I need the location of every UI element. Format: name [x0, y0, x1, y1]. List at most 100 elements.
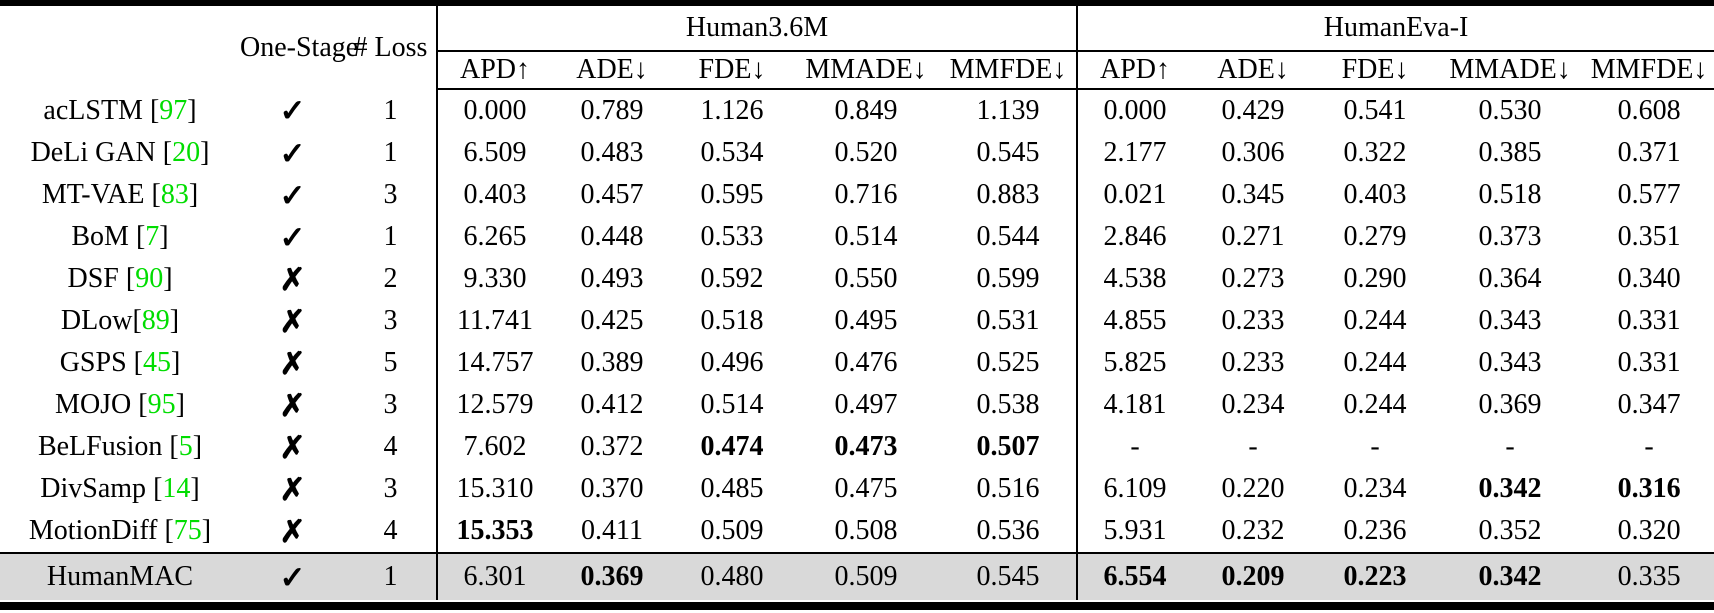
- metric-value-heva: 0.244: [1343, 389, 1407, 420]
- metric-value-heva: 0.331: [1617, 347, 1681, 378]
- table-body: acLSTM [97] ✓ 1 0.000 0.789 1.126 0.849 1.13…: [0, 89, 1714, 600]
- loss-count: 3: [383, 473, 398, 504]
- metric-value-h36m: 0.372: [580, 431, 644, 462]
- metric-value-heva: 0.279: [1343, 221, 1407, 252]
- metric-value-h36m: 7.602: [436, 426, 552, 468]
- table-row: DivSamp [14] ✗ 3 15.310 0.370 0.485 0.475 0.…: [0, 468, 1714, 510]
- metric-header-mmfde: MMFDE↓: [940, 51, 1078, 90]
- metric-value-h36m: 0.412: [580, 389, 644, 420]
- method-name: DLow: [60, 305, 133, 336]
- metric-value-h36m: 0.599: [976, 263, 1040, 294]
- metric-value-heva: 0.373: [1478, 221, 1542, 252]
- check-icon: ✓: [279, 135, 306, 171]
- method-name: acLSTM: [43, 94, 150, 126]
- loss-count: 4: [383, 515, 398, 546]
- citation-ref: [89]: [132, 305, 180, 336]
- method-cell: DLow[89]: [0, 300, 240, 342]
- metric-value-h36m: 0.497: [834, 389, 898, 420]
- metric-value-h36m: 0.493: [580, 263, 644, 294]
- metric-value-h36m: 0.520: [834, 137, 898, 168]
- metric-value-heva: 0.244: [1343, 305, 1407, 336]
- metric-value-h36m: 0.474: [700, 431, 764, 462]
- metric-value-h36m: 0.534: [700, 137, 764, 168]
- metric-header-ade: ADE↓: [1192, 51, 1315, 90]
- metric-value-heva: 0.316: [1617, 473, 1681, 504]
- metric-value-heva: -: [1505, 431, 1515, 462]
- metric-value-heva: 2.177: [1076, 132, 1193, 174]
- citation-ref: [20]: [162, 137, 210, 168]
- metric-header-fde: FDE↓: [672, 51, 792, 90]
- table-row: MotionDiff [75] ✗ 4 15.353 0.411 0.509 0.50…: [0, 510, 1714, 553]
- metric-value-h36m: 0.849: [834, 95, 898, 126]
- citation-ref: [90]: [125, 263, 173, 294]
- metric-value-heva: 5.931: [1076, 510, 1193, 553]
- method-name: BeLFusion: [37, 431, 170, 462]
- table-row: DLow[89] ✗ 3 11.741 0.425 0.518 0.495 0.531 4…: [0, 300, 1714, 342]
- metric-value-h36m: 6.301: [436, 552, 552, 600]
- metric-value-heva: 0.271: [1221, 221, 1285, 252]
- metric-value-h36m: 0.545: [976, 137, 1040, 168]
- metric-value-heva: 2.846: [1076, 216, 1193, 258]
- loss-count: 3: [383, 389, 398, 420]
- metric-value-heva: 0.335: [1584, 552, 1714, 600]
- metric-value-heva: 0.541: [1343, 95, 1407, 126]
- metric-value-heva: 0.347: [1617, 389, 1681, 420]
- metric-header-mmade: MMADE↓: [1436, 51, 1585, 90]
- metric-value-h36m: 0.595: [700, 179, 764, 210]
- metric-value-heva: 0.234: [1221, 389, 1285, 420]
- metric-value-heva: -: [1248, 431, 1258, 462]
- cross-icon: ✗: [279, 303, 306, 339]
- metric-value-h36m: 0.514: [700, 389, 764, 420]
- metric-value-heva: 6.554: [1076, 552, 1193, 600]
- method-cell: DivSamp [14]: [0, 468, 240, 510]
- metric-header-mmade: MMADE↓: [792, 51, 940, 90]
- metric-value-h36m: 0.403: [436, 174, 552, 216]
- metric-value-h36m: 0.448: [580, 221, 644, 252]
- metric-value-h36m: 15.310: [436, 468, 552, 510]
- method-cell: BoM [7]: [0, 216, 240, 258]
- metric-value-h36m: 0.536: [976, 515, 1040, 546]
- metric-value-h36m: 0.538: [976, 389, 1040, 420]
- group-header-humaneva: HumanEva-I: [1076, 6, 1714, 52]
- metric-value-h36m: 0.518: [700, 305, 764, 336]
- metric-value-h36m: 0.507: [976, 431, 1040, 462]
- metric-value-heva: 0.342: [1436, 552, 1585, 600]
- metric-value-heva: 0.577: [1617, 179, 1681, 210]
- metric-value-h36m: 15.353: [436, 510, 552, 553]
- metric-value-heva: 4.855: [1076, 300, 1193, 342]
- citation-ref: [95]: [138, 389, 185, 420]
- metric-value-h36m: 0.425: [580, 305, 644, 336]
- metric-value-h36m: 0.476: [834, 347, 898, 378]
- metric-value-heva: 0.340: [1617, 263, 1681, 294]
- metric-value-heva: 0.236: [1343, 515, 1407, 546]
- metric-value-h36m: 12.579: [436, 384, 552, 426]
- table-row: GSPS [45] ✗ 5 14.757 0.389 0.496 0.476 0.525…: [0, 342, 1714, 384]
- check-icon: ✓: [279, 93, 306, 128]
- table-row: DeLi GAN [20] ✓ 1 6.509 0.483 0.534 0.520 0.…: [0, 132, 1714, 174]
- metric-value-h36m: 0.883: [976, 179, 1040, 210]
- metric-value-h36m: 0.000: [436, 89, 552, 132]
- method-name: MT-VAE: [41, 179, 152, 210]
- metric-header-apd: APD↑: [436, 51, 552, 90]
- metric-header-apd: APD↑: [1076, 51, 1193, 90]
- metric-value-heva: 0.371: [1617, 137, 1681, 168]
- metric-value-heva: 0.343: [1478, 347, 1542, 378]
- corner-cell: [0, 6, 240, 89]
- method-cell: MotionDiff [75]: [0, 510, 240, 553]
- method-name: MOJO: [55, 389, 139, 420]
- check-icon: ✓: [279, 219, 306, 255]
- loss-count: 3: [383, 305, 398, 336]
- metric-value-heva: 0.290: [1343, 263, 1407, 294]
- metric-value-heva: -: [1370, 431, 1380, 462]
- method-name: BoM: [71, 221, 136, 252]
- metric-value-h36m: 0.369: [552, 552, 672, 600]
- method-cell: HumanMAC: [0, 552, 240, 600]
- citation-ref: [75]: [164, 515, 212, 546]
- cross-icon: ✗: [279, 513, 306, 549]
- loss-header: # Loss: [353, 31, 428, 63]
- metric-value-heva: 0.000: [1076, 89, 1193, 132]
- method-name: DeLi GAN: [30, 137, 163, 168]
- table-row: MOJO [95] ✗ 3 12.579 0.412 0.514 0.497 0.538…: [0, 384, 1714, 426]
- metric-value-heva: 0.385: [1478, 137, 1542, 168]
